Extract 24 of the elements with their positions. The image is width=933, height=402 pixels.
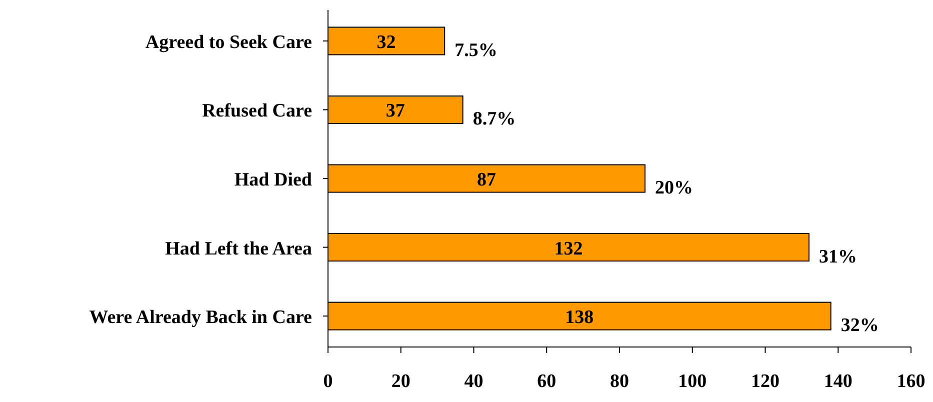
annotation: 20% bbox=[655, 178, 694, 198]
data-label: 132 bbox=[554, 238, 583, 260]
x-tick-label: 120 bbox=[751, 371, 780, 392]
annotation: 32% bbox=[840, 315, 879, 336]
data-label: 37 bbox=[386, 100, 406, 122]
data-label: 87 bbox=[477, 170, 497, 190]
data-label: 138 bbox=[565, 307, 594, 328]
x-tick-label: 20 bbox=[391, 371, 410, 392]
x-tick-label: 0 bbox=[323, 371, 333, 392]
x-tick-label: 60 bbox=[537, 371, 556, 392]
x-tick-label: 100 bbox=[678, 371, 707, 392]
y-tick-label: Had Died bbox=[234, 170, 312, 190]
y-tick-label: Had Left the Area bbox=[165, 238, 312, 260]
annotation: 31% bbox=[818, 246, 857, 268]
x-tick-label: 40 bbox=[464, 371, 484, 392]
data-label: 32 bbox=[376, 32, 396, 53]
y-tick-label: Agreed to Seek Care bbox=[145, 32, 312, 53]
annotation: 8.7% bbox=[472, 108, 516, 130]
y-tick-label: Refused Care bbox=[202, 100, 312, 122]
annotation: 7.5% bbox=[454, 40, 498, 61]
y-tick-label: Were Already Back in Care bbox=[89, 307, 312, 328]
x-tick-label: 140 bbox=[824, 371, 852, 392]
x-tick-label: 80 bbox=[610, 371, 629, 392]
x-tick-label: 160 bbox=[896, 371, 926, 392]
